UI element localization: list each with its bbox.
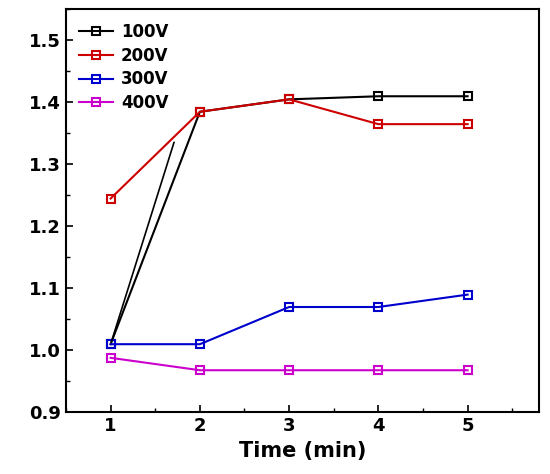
200V xyxy=(286,97,293,102)
Line: 100V: 100V xyxy=(107,92,472,348)
X-axis label: Time (min): Time (min) xyxy=(239,441,366,461)
Line: 400V: 400V xyxy=(107,354,472,374)
100V xyxy=(107,341,114,347)
400V xyxy=(375,367,382,373)
300V xyxy=(375,304,382,310)
200V xyxy=(464,121,471,127)
300V xyxy=(196,341,203,347)
400V xyxy=(107,355,114,361)
300V xyxy=(286,304,293,310)
200V xyxy=(375,121,382,127)
400V xyxy=(196,367,203,373)
100V xyxy=(464,93,471,99)
100V xyxy=(375,93,382,99)
200V xyxy=(107,196,114,201)
Line: 300V: 300V xyxy=(107,291,472,348)
Legend: 100V, 200V, 300V, 400V: 100V, 200V, 300V, 400V xyxy=(74,18,173,117)
400V xyxy=(286,367,293,373)
100V xyxy=(286,97,293,102)
300V xyxy=(464,292,471,298)
100V xyxy=(196,109,203,115)
Line: 200V: 200V xyxy=(107,95,472,203)
300V xyxy=(107,341,114,347)
400V xyxy=(464,367,471,373)
200V xyxy=(196,109,203,115)
